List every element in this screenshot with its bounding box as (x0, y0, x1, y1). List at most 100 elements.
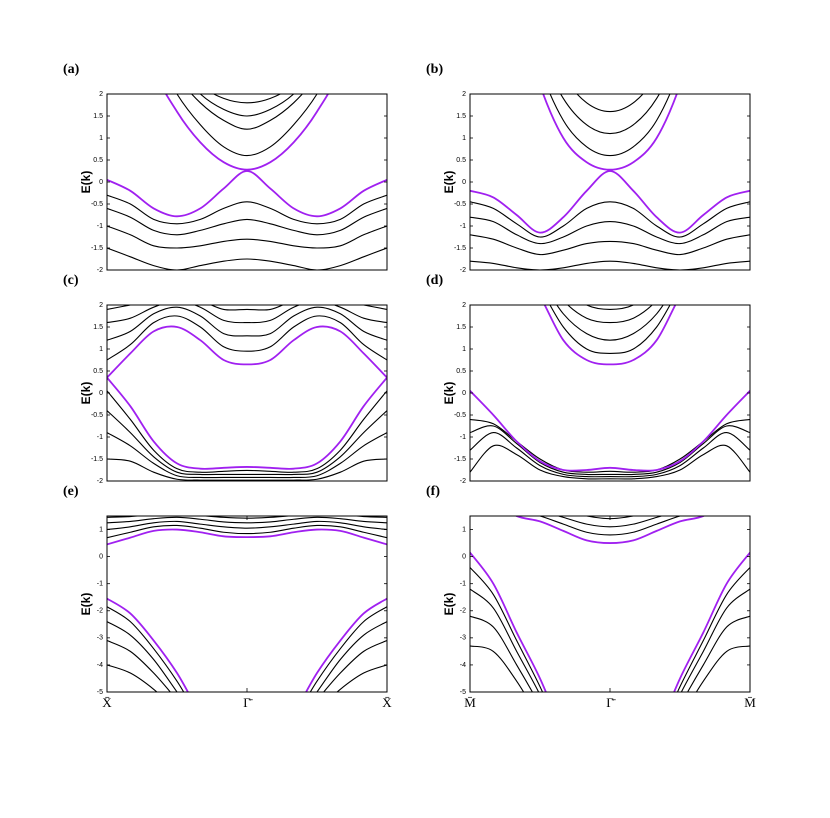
plot-lines (107, 516, 387, 692)
band-line (470, 216, 750, 245)
x-tick-label: X̄ (382, 695, 392, 710)
band-line (576, 94, 644, 113)
band-line (583, 516, 637, 520)
x-tick-label: M̄ (464, 695, 476, 710)
y-tick-label: 2 (462, 91, 466, 98)
band-line (470, 390, 750, 472)
y-tick-label: -4 (97, 662, 103, 669)
band-line (107, 247, 387, 270)
y-tick-label: -1 (460, 434, 466, 441)
y-tick-label: 1 (99, 526, 103, 533)
y-tick-label: -0.5 (91, 201, 103, 208)
band-line (470, 432, 750, 478)
y-tick-label: -2 (97, 608, 103, 615)
y-tick-label: -1.5 (454, 456, 466, 463)
band-line (107, 606, 387, 692)
band-line (470, 234, 750, 256)
band-line (549, 94, 671, 157)
y-tick-label: 0.5 (456, 157, 466, 164)
y-tick-label: 1.5 (456, 113, 466, 120)
band-line (549, 305, 671, 354)
y-axis-label: E(k) (442, 593, 456, 616)
band-line (107, 170, 387, 218)
y-tick-label: 1 (99, 135, 103, 142)
y-tick-label: -0.5 (454, 412, 466, 419)
y-tick-label: -5 (97, 689, 103, 696)
band-line (107, 305, 387, 311)
band-line (542, 94, 678, 171)
band-line (107, 597, 387, 692)
band-line (585, 305, 635, 310)
band-line (604, 94, 616, 95)
band-line (470, 552, 750, 692)
panel-label: (a) (63, 62, 80, 77)
y-tick-label: -1 (460, 223, 466, 230)
y-axis-label: E(k) (442, 382, 456, 405)
band-line (107, 377, 387, 470)
band-line (199, 94, 295, 117)
band-line (107, 207, 387, 236)
x-tick-label: X̄ (102, 695, 112, 710)
panel-label: (c) (63, 273, 79, 288)
panel-label: (b) (426, 62, 443, 77)
band-line (470, 260, 750, 270)
y-tick-label: 1.5 (93, 324, 103, 331)
band-line (107, 325, 387, 379)
band-line (107, 524, 387, 539)
y-tick-label: 1 (99, 346, 103, 353)
plot-frame (469, 304, 751, 482)
y-tick-label: 0 (462, 553, 466, 560)
band-line (470, 201, 750, 238)
plot-frame (469, 93, 751, 271)
band-line (107, 640, 387, 692)
panel-label: (e) (63, 484, 79, 499)
band-line (537, 516, 683, 536)
y-tick-label: -4 (460, 662, 466, 669)
y-axis-label: E(k) (79, 171, 93, 194)
y-tick-label: -2 (97, 267, 103, 274)
panel-label: (f) (426, 484, 440, 499)
panel-label: (d) (426, 273, 443, 288)
band-line (470, 444, 750, 480)
band-line (107, 621, 387, 692)
y-axis-label: E(k) (442, 171, 456, 194)
y-tick-label: 1 (462, 526, 466, 533)
band-line (107, 664, 387, 692)
y-tick-label: 0 (99, 390, 103, 397)
plot-lines (470, 94, 750, 270)
y-tick-label: 0 (99, 553, 103, 560)
y-tick-label: 2 (462, 302, 466, 309)
plot-lines (470, 516, 750, 692)
band-line (470, 645, 750, 692)
y-tick-label: -1 (460, 581, 466, 588)
y-tick-label: -0.5 (91, 412, 103, 419)
band-line (556, 516, 664, 528)
y-tick-label: 0 (99, 179, 103, 186)
y-tick-label: 1 (462, 346, 466, 353)
y-tick-label: 0 (462, 390, 466, 397)
y-tick-label: -3 (460, 635, 466, 642)
plot-lines (107, 94, 387, 270)
band-line (470, 567, 750, 692)
band-line (107, 432, 387, 479)
y-tick-label: -3 (97, 635, 103, 642)
y-tick-label: 2 (99, 91, 103, 98)
band-line (107, 306, 387, 341)
plot-lines (107, 305, 387, 481)
band-line (543, 305, 677, 366)
band-line (470, 425, 750, 476)
y-tick-label: 1 (462, 135, 466, 142)
band-line (107, 410, 387, 476)
band-line (470, 170, 750, 234)
band-line (470, 418, 750, 473)
y-tick-label: -1 (97, 581, 103, 588)
band-line (514, 516, 706, 544)
y-axis-label: E(k) (79, 593, 93, 616)
y-tick-label: -2 (460, 608, 466, 615)
plot-frame (106, 515, 388, 693)
y-tick-label: -2 (460, 267, 466, 274)
x-tick-label: Γ̄ (606, 695, 616, 710)
y-tick-label: -5 (460, 689, 466, 696)
band-line (190, 94, 304, 130)
